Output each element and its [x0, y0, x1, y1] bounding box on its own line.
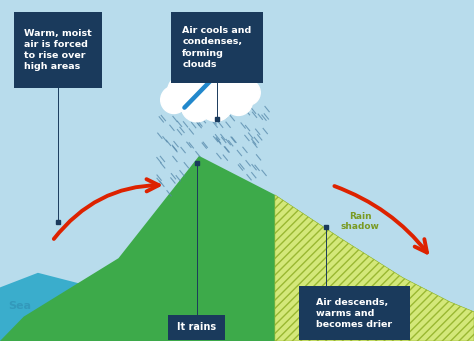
Polygon shape [0, 156, 474, 341]
Text: Air cools and
condenses,
forming
clouds: Air cools and condenses, forming clouds [182, 26, 252, 69]
Circle shape [236, 80, 260, 105]
Polygon shape [275, 195, 474, 341]
Circle shape [224, 86, 253, 116]
FancyBboxPatch shape [299, 286, 410, 340]
Circle shape [181, 90, 212, 122]
Text: Air descends,
warms and
becomes drier: Air descends, warms and becomes drier [316, 298, 392, 329]
Circle shape [205, 66, 247, 109]
FancyBboxPatch shape [171, 12, 263, 83]
Text: Sea: Sea [9, 301, 32, 311]
Text: Rain
shadow: Rain shadow [341, 212, 380, 231]
Circle shape [182, 60, 231, 110]
Text: It rains: It rains [177, 322, 216, 332]
Circle shape [167, 73, 205, 112]
Text: Warm, moist
air is forced
to rise over
high areas: Warm, moist air is forced to rise over h… [24, 29, 92, 71]
FancyBboxPatch shape [14, 12, 102, 88]
Circle shape [161, 86, 187, 114]
Polygon shape [0, 273, 118, 341]
FancyBboxPatch shape [168, 315, 225, 340]
Circle shape [199, 86, 233, 121]
